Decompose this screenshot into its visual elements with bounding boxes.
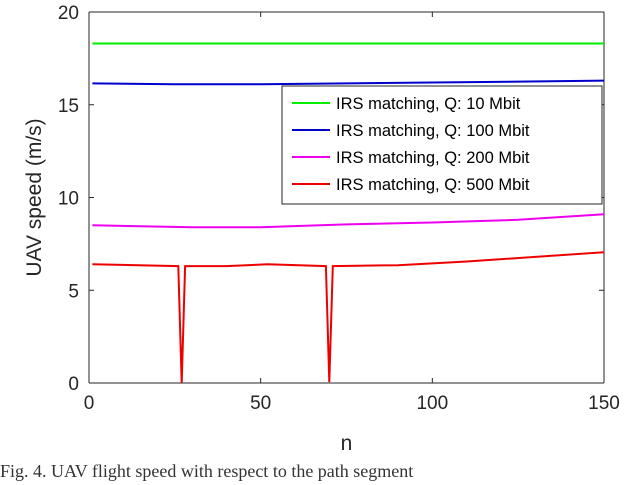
axes: 0 50 100 150 0 5 10 15 20 [58,3,620,414]
x-axis-label: n [341,432,353,455]
legend-label: IRS matching, Q: 200 Mbit [336,149,530,167]
figure-caption: Fig. 4. UAV flight speed with respect to… [0,461,414,481]
chart: 0 50 100 150 0 5 10 15 20 IRS matching, Q: 10 Mb… [23,3,620,455]
x-tick-label: 0 [84,393,95,414]
legend-box [281,85,603,205]
series-line-3 [92,213,605,229]
legend: IRS matching, Q: 10 Mbit IRS matching, Q:… [281,85,603,205]
x-tick-label: 100 [416,393,448,414]
y-tick-label: 15 [58,96,79,117]
y-tick-label: 20 [58,3,79,24]
y-tick-label: 10 [58,189,79,210]
legend-label: IRS matching, Q: 100 Mbit [336,122,530,140]
y-tick-label: 5 [68,281,79,302]
y-tick-label: 0 [68,374,79,395]
series-layer [92,42,605,384]
x-tick-label: 50 [250,393,271,414]
x-tick-label: 150 [588,393,620,414]
legend-label: IRS matching, Q: 10 Mbit [336,95,521,113]
y-axis-label: UAV speed (m/s) [23,118,46,276]
series-line-2 [92,79,605,86]
series-line-4 [92,251,605,384]
legend-label: IRS matching, Q: 500 Mbit [336,176,530,194]
